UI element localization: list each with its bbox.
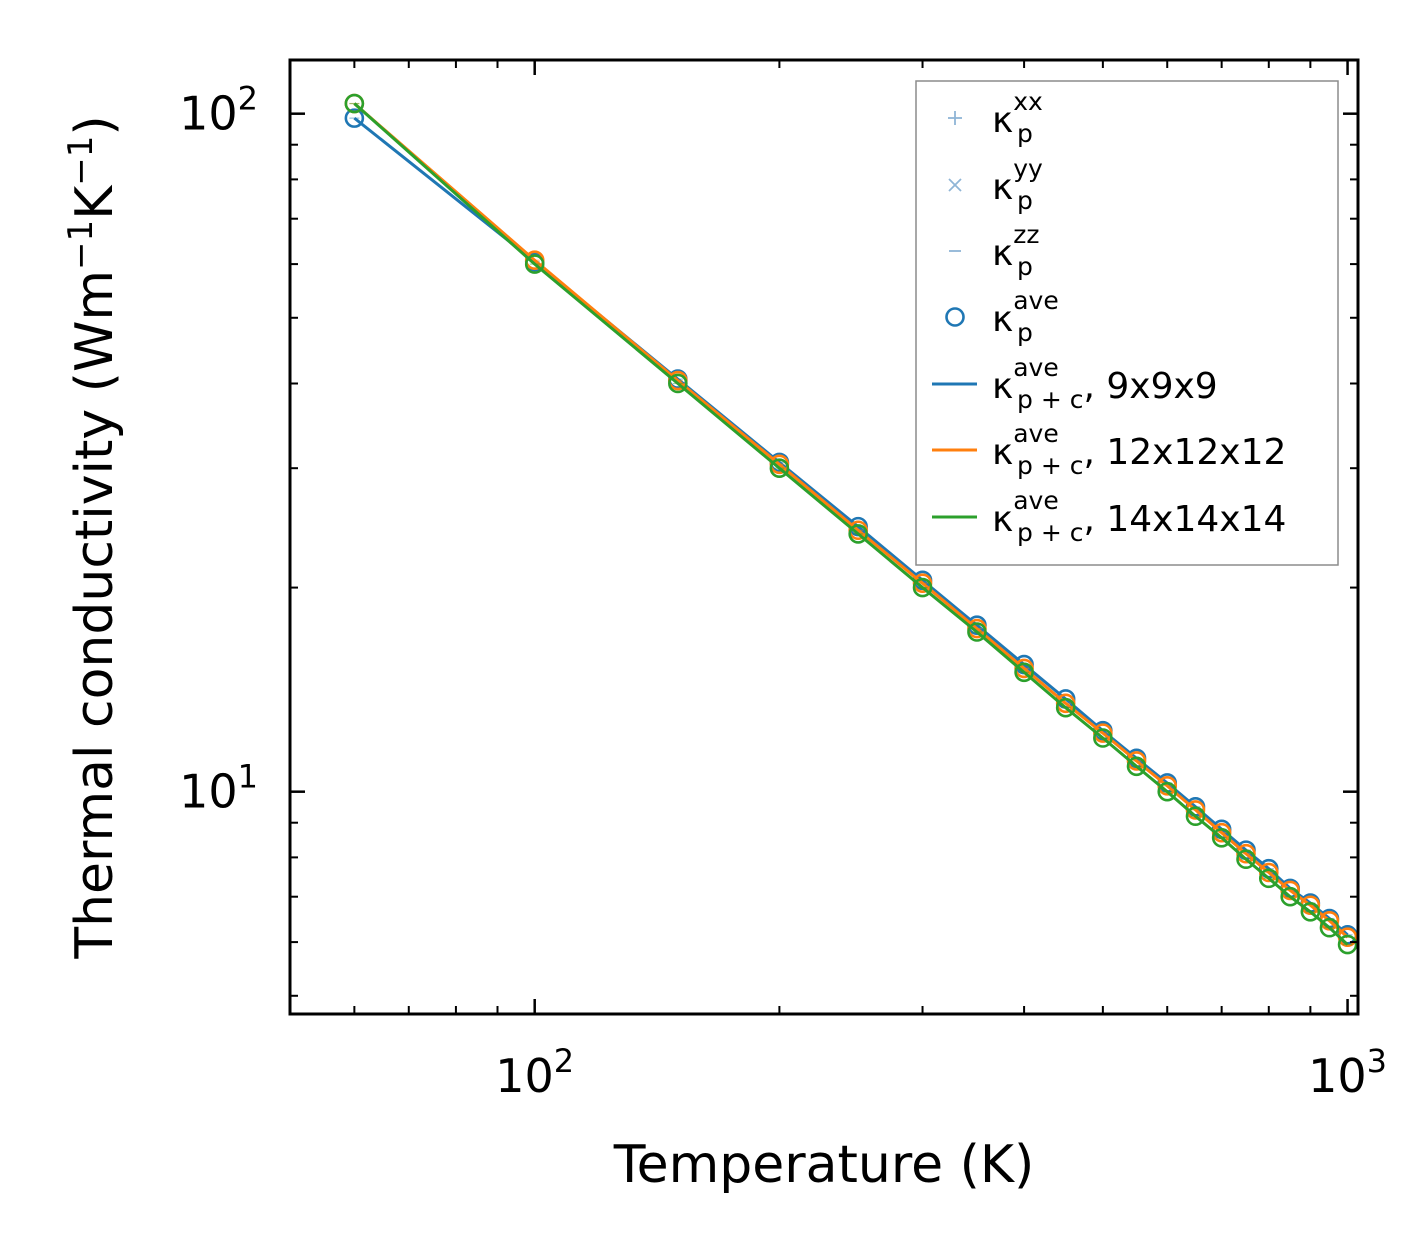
data-point-ave-14x14x14 — [1055, 697, 1076, 718]
series-line-14x14x14 — [353, 102, 1349, 946]
data-point-ave-14x14x14 — [1157, 781, 1178, 802]
legend-label: κyy p — [992, 154, 1043, 215]
data-point-ave-14x14x14 — [848, 524, 868, 544]
data-point-ave-14x14x14 — [668, 373, 688, 394]
y-axis-label: Thermal conductivity (Wm−1K−1) — [61, 115, 125, 959]
legend-marker-circle — [945, 307, 965, 327]
y-axis-label-sup2: −1 — [61, 136, 101, 186]
data-point-ave-14x14x14 — [1280, 886, 1300, 907]
data-point-ave-14x14x14 — [967, 622, 987, 642]
y-axis-label-sup1: −1 — [61, 220, 101, 270]
legend-label: κave p + c, 9x9x9 — [992, 353, 1218, 414]
legend-label: κave p — [992, 286, 1059, 347]
x-tick-label: 103 — [1308, 1042, 1387, 1103]
legend-label: κxx p — [992, 87, 1043, 148]
series-line-9x9x9 — [353, 116, 1349, 936]
data-point-ave-14x14x14 — [1126, 756, 1147, 777]
data-point-ave-14x14x14 — [1258, 868, 1279, 889]
series-layer — [344, 93, 1358, 955]
x-axis-label: Temperature (K) — [613, 1135, 1035, 1195]
data-point-ave-14x14x14 — [1319, 917, 1340, 938]
y-tick-label: 102 — [179, 80, 258, 141]
legend-marker-x — [948, 178, 962, 192]
plot-frame — [288, 58, 1360, 1016]
legend-box — [915, 80, 1339, 566]
tick-labels: 102 103 101 102 — [179, 80, 1387, 1103]
data-point-ave-14x14x14 — [1300, 902, 1321, 922]
data-point-ave-14x14x14 — [1014, 662, 1034, 683]
y-axis-label-base: Thermal conductivity (Wm — [65, 270, 125, 960]
data-point-ave-9x9x9 — [344, 108, 365, 128]
ticks-layer — [290, 60, 1358, 1014]
y-tick-label: 101 — [179, 758, 258, 819]
data-point-ave-14x14x14 — [1337, 934, 1358, 955]
y-axis-label-mid: K — [65, 184, 125, 220]
data-point-ave-14x14x14 — [1211, 828, 1232, 848]
data-point-ave-14x14x14 — [1093, 728, 1113, 748]
y-axis-label-end: ) — [65, 115, 125, 135]
legend-label: κzz p — [992, 220, 1039, 281]
data-point-ave-14x14x14 — [769, 458, 790, 478]
data-point-ave-14x14x14 — [1236, 849, 1256, 870]
data-point-ave-14x14x14 — [524, 254, 545, 274]
data-point-ave-14x14x14 — [912, 577, 933, 598]
legend-label: κave p + c, 14x14x14 — [992, 486, 1286, 547]
legend-label: κave p + c, 12x12x12 — [992, 419, 1286, 480]
x-tick-label: 102 — [495, 1042, 574, 1103]
data-point-ave-14x14x14 — [344, 93, 365, 114]
data-point-ave-14x14x14 — [1185, 806, 1206, 827]
series-line-12x12x12 — [353, 102, 1349, 939]
